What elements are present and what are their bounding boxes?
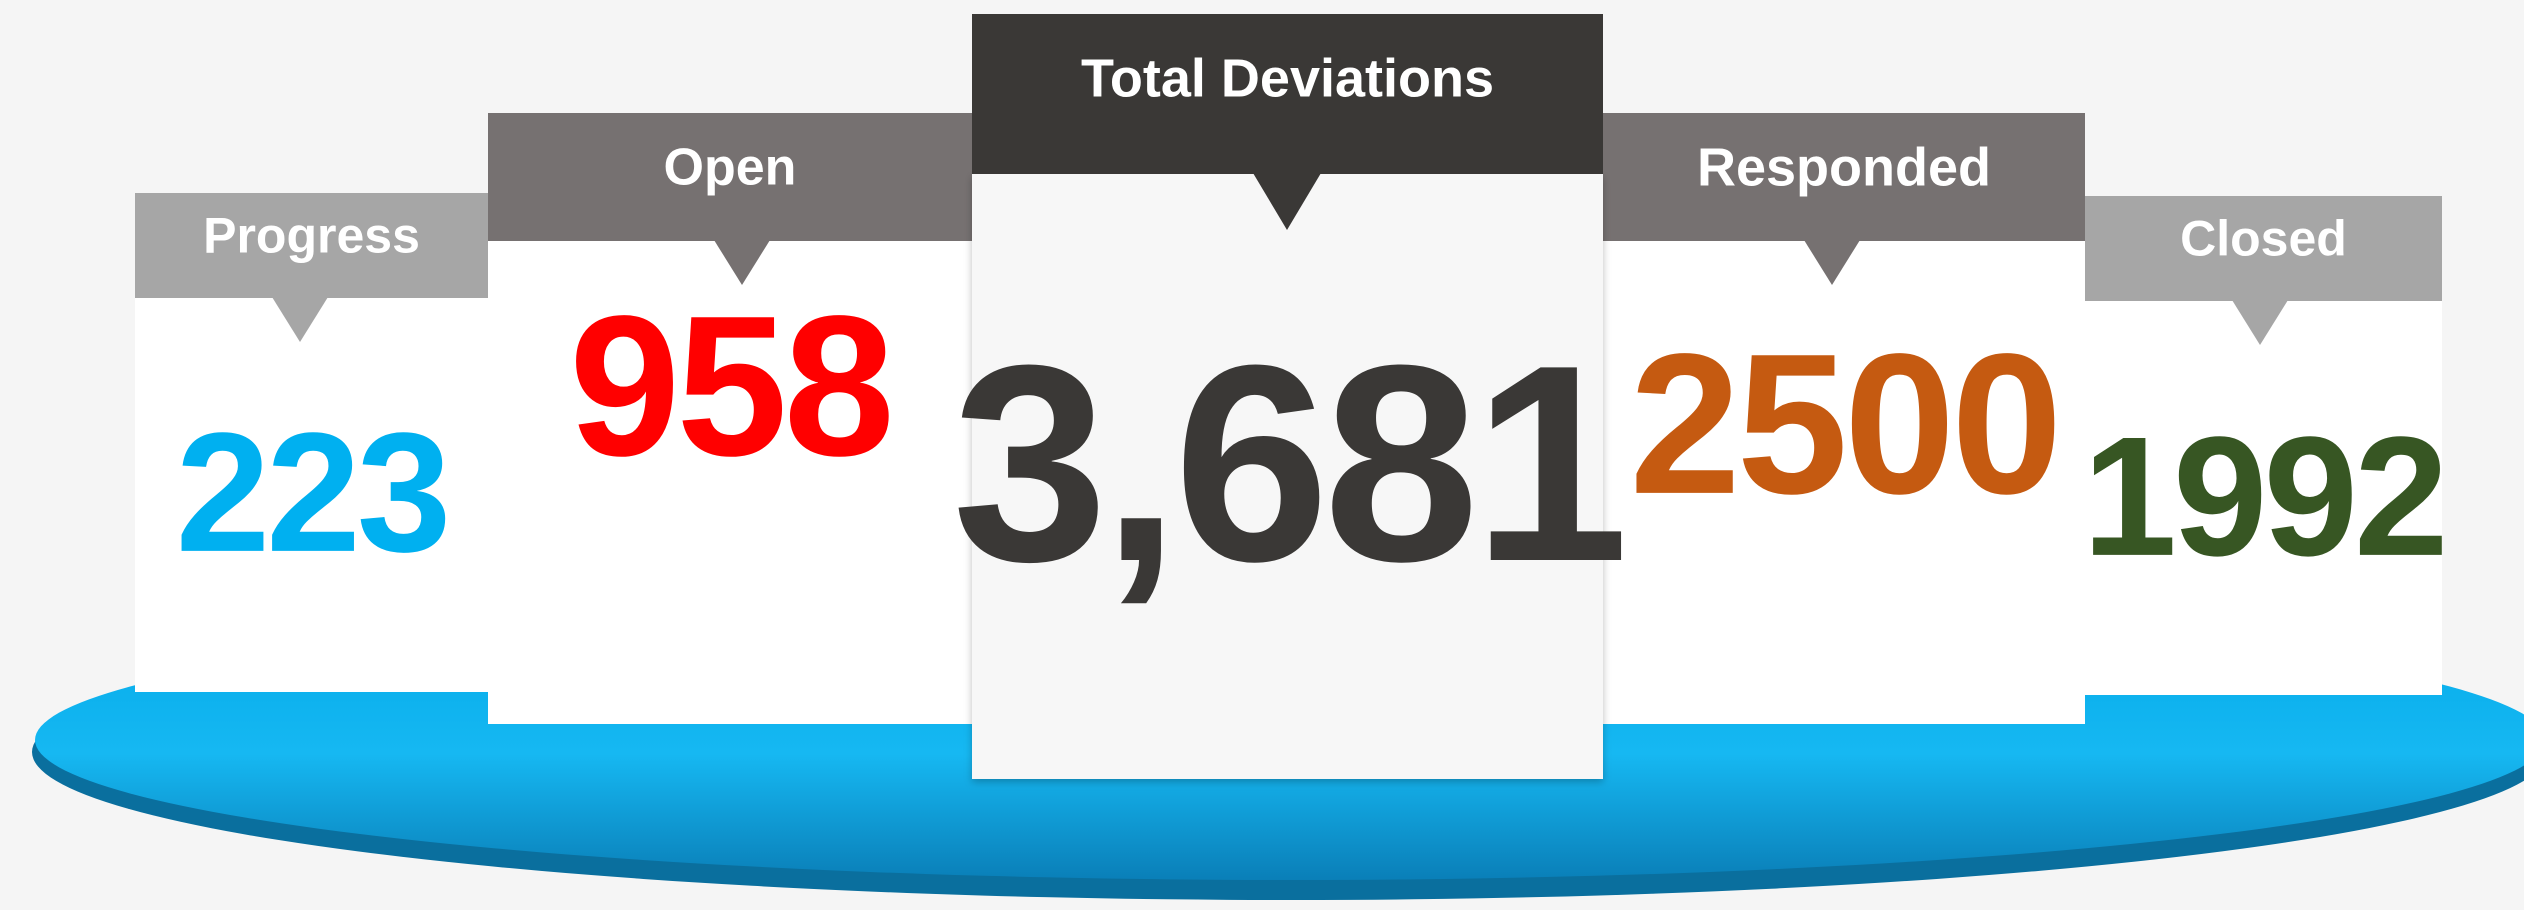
card-value: 3,681 (952, 308, 1623, 620)
card-body (135, 298, 488, 692)
card-label: Open (664, 139, 797, 197)
card-header (135, 193, 488, 298)
card: Open 958 (488, 113, 972, 724)
header-pointer (1804, 240, 1860, 285)
card-body (2085, 301, 2442, 695)
card-body (972, 174, 1603, 779)
card-label: Closed (2180, 211, 2347, 267)
card-header (972, 14, 1603, 174)
cards: Progress 223 Closed 1992 Open 958 Responded 250… (135, 14, 2449, 779)
card: Responded 2500 (1603, 113, 2085, 724)
card: Progress 223 (135, 193, 488, 692)
header-pointer (2232, 300, 2288, 345)
card-value: 223 (176, 398, 448, 588)
card-body (1603, 241, 2085, 724)
card-label: Responded (1697, 137, 1991, 197)
card: Closed 1992 (2082, 196, 2449, 695)
card-value: 1992 (2082, 402, 2444, 592)
header-pointer (714, 240, 770, 285)
header-pointer (272, 297, 328, 342)
card-header (1603, 113, 2085, 241)
card-body (488, 241, 972, 724)
card-label: Total Deviations (1081, 48, 1494, 108)
card-label: Progress (203, 208, 420, 264)
header-pointer (1253, 173, 1321, 230)
card-value: 958 (569, 275, 891, 498)
card-value: 2500 (1630, 313, 2059, 536)
card-header (2085, 196, 2442, 301)
card-header (488, 113, 972, 241)
card: Total Deviations 3,681 (952, 14, 1629, 779)
